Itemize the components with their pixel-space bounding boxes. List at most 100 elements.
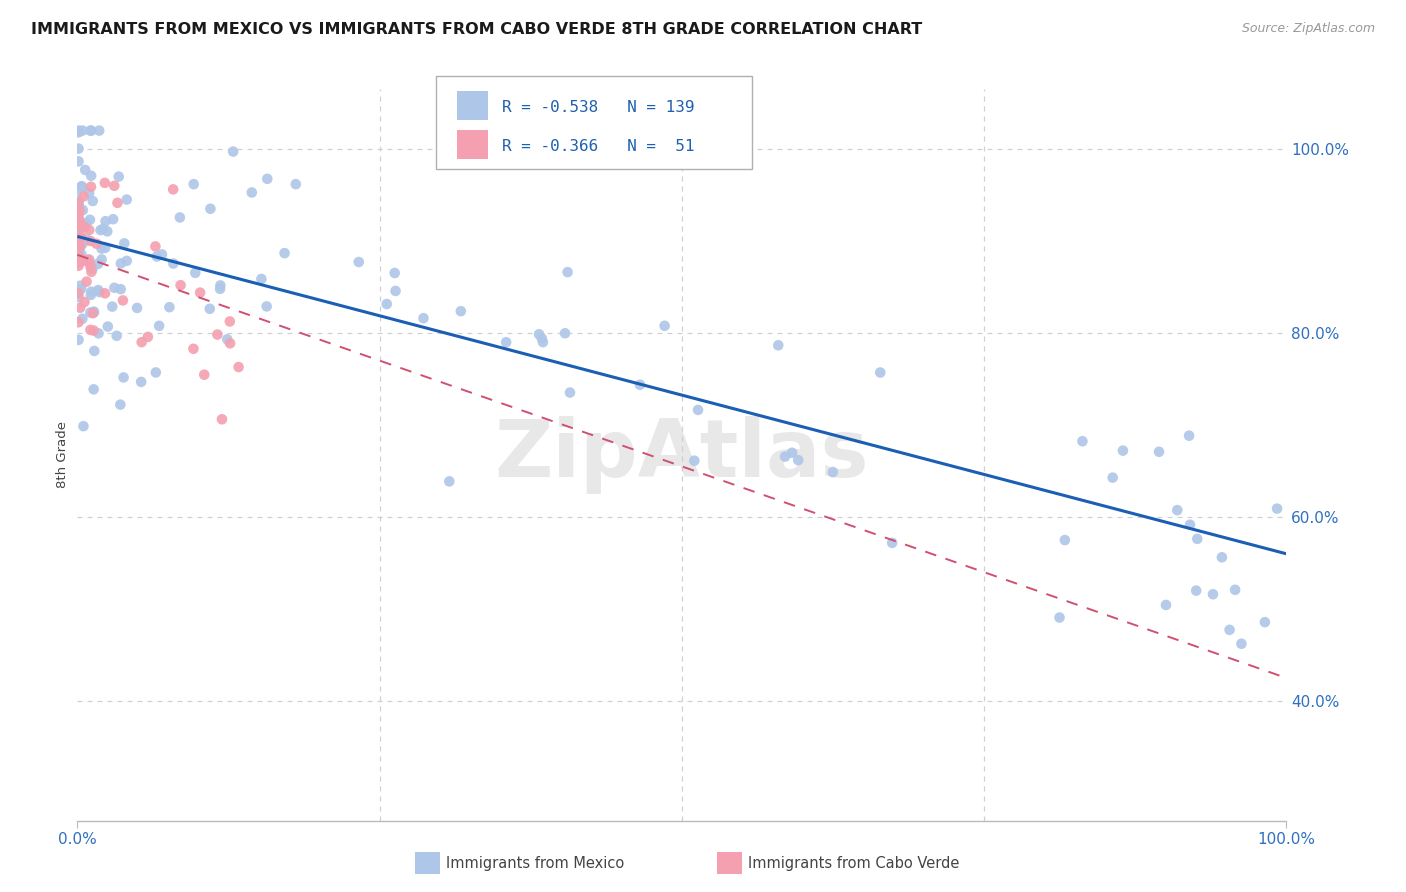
Point	[1071, 434, 1094, 449]
Point	[67, 259, 90, 273]
Point	[207, 327, 229, 342]
Point	[384, 284, 406, 298]
Point	[67, 123, 90, 137]
Point	[1154, 598, 1177, 612]
Point	[450, 304, 472, 318]
Point	[256, 300, 278, 314]
Point	[70, 229, 93, 244]
Point	[97, 319, 120, 334]
Point	[70, 247, 93, 261]
Point	[86, 236, 108, 251]
Point	[72, 123, 94, 137]
Point	[79, 212, 101, 227]
Point	[83, 382, 105, 396]
Point	[89, 223, 111, 237]
Point	[169, 278, 191, 293]
Point	[184, 266, 207, 280]
Point	[69, 301, 91, 315]
Point	[103, 281, 125, 295]
Point	[145, 239, 167, 253]
Point	[69, 220, 91, 235]
Point	[112, 236, 135, 251]
Point	[79, 234, 101, 248]
Point	[1147, 444, 1170, 458]
Point	[557, 265, 579, 279]
Point	[101, 212, 124, 227]
Point	[768, 338, 790, 352]
Point	[527, 327, 550, 342]
Point	[1211, 550, 1233, 565]
Point	[228, 359, 250, 374]
Point	[73, 295, 96, 310]
Point	[72, 311, 94, 326]
Point	[75, 163, 97, 178]
Point	[67, 252, 90, 266]
Text: Immigrants from Cabo Verde: Immigrants from Cabo Verde	[748, 856, 959, 871]
Point	[107, 169, 129, 184]
Point	[1223, 582, 1246, 597]
Point	[101, 300, 124, 314]
Point	[79, 323, 101, 337]
Point	[1219, 623, 1241, 637]
Text: R = -0.366   N =  51: R = -0.366 N = 51	[502, 139, 695, 154]
Point	[67, 221, 90, 235]
Point	[80, 288, 103, 302]
Point	[77, 252, 100, 267]
Point	[115, 253, 138, 268]
Point	[219, 336, 242, 351]
Point	[495, 335, 517, 350]
Point	[439, 475, 461, 489]
Point	[882, 536, 904, 550]
Point	[131, 335, 153, 350]
Point	[83, 304, 105, 318]
Point	[157, 300, 180, 314]
Point	[94, 286, 117, 301]
Point	[211, 412, 233, 426]
Point	[67, 154, 90, 169]
Point	[76, 275, 98, 289]
Point	[67, 290, 90, 304]
Point	[628, 377, 651, 392]
Point	[384, 266, 406, 280]
Point	[67, 256, 90, 270]
Point	[1187, 532, 1209, 546]
Point	[77, 223, 100, 237]
Point	[67, 244, 90, 258]
Point	[250, 272, 273, 286]
Point	[558, 385, 581, 400]
Point	[821, 465, 844, 479]
Point	[67, 249, 90, 263]
Text: IMMIGRANTS FROM MEXICO VS IMMIGRANTS FROM CABO VERDE 8TH GRADE CORRELATION CHART: IMMIGRANTS FROM MEXICO VS IMMIGRANTS FRO…	[31, 22, 922, 37]
Point	[67, 333, 90, 347]
Point	[217, 332, 239, 346]
Point	[87, 283, 110, 297]
Point	[1202, 587, 1225, 601]
Point	[1230, 637, 1253, 651]
Point	[198, 301, 221, 316]
Point	[69, 239, 91, 253]
Text: Immigrants from Mexico: Immigrants from Mexico	[446, 856, 624, 871]
Point	[129, 375, 152, 389]
Point	[654, 318, 676, 333]
Point	[77, 186, 100, 200]
Y-axis label: 8th Grade: 8th Grade	[56, 421, 69, 489]
Point	[83, 305, 105, 319]
Point	[72, 236, 94, 251]
Text: R = -0.538   N = 139: R = -0.538 N = 139	[502, 100, 695, 115]
Point	[773, 450, 796, 464]
Point	[72, 189, 94, 203]
Point	[69, 231, 91, 245]
Point	[87, 257, 110, 271]
Point	[67, 183, 90, 197]
Point	[80, 169, 103, 183]
Point	[82, 261, 104, 276]
Point	[200, 202, 222, 216]
Point	[73, 219, 96, 234]
Point	[1178, 428, 1201, 442]
Point	[222, 145, 245, 159]
Point	[1166, 503, 1188, 517]
Point	[105, 328, 128, 343]
Point	[162, 182, 184, 196]
Point	[347, 255, 370, 269]
Point	[273, 246, 295, 260]
